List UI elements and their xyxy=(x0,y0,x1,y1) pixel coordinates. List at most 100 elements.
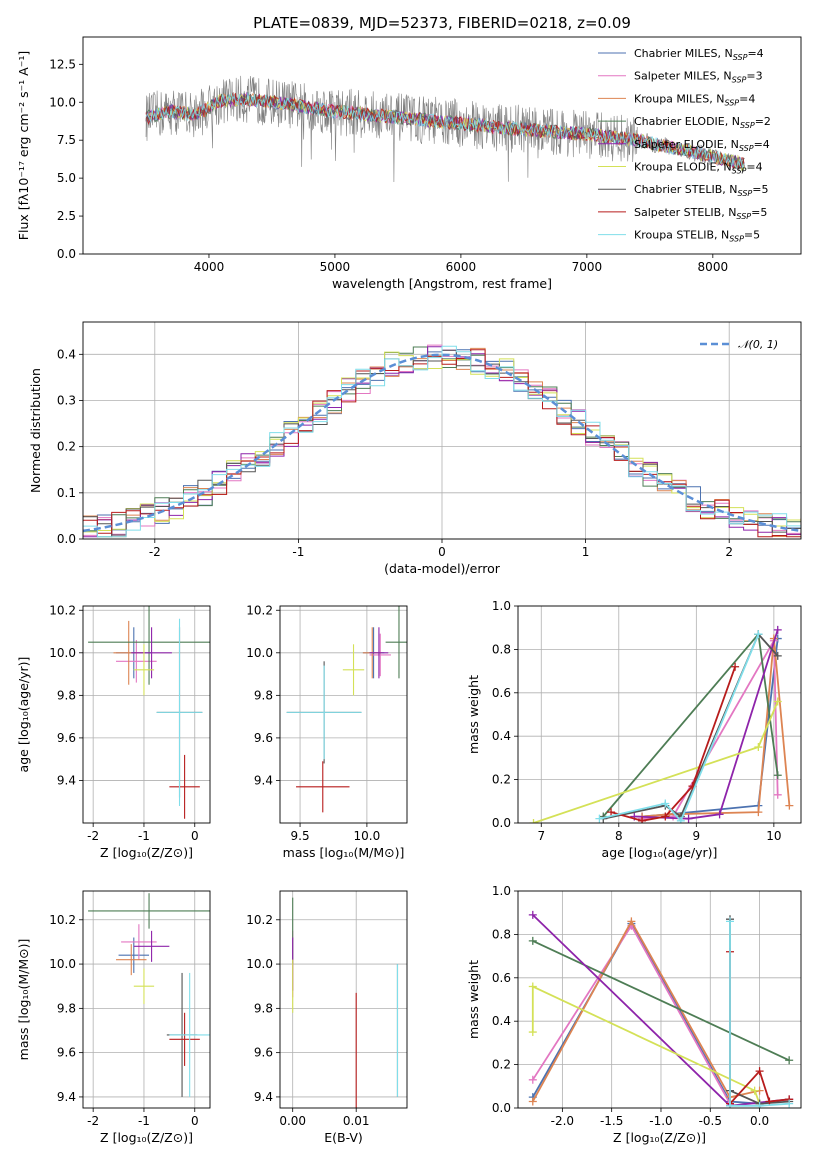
error-point-4 xyxy=(133,930,170,962)
y-tick-label: 12.5 xyxy=(49,57,76,71)
error-point-2 xyxy=(116,944,147,976)
weight-line-8 xyxy=(729,921,790,1107)
y-tick-label: 0.0 xyxy=(57,532,76,546)
error-point-1 xyxy=(121,924,157,960)
weight-marker xyxy=(754,630,763,639)
x-tick-label: 9 xyxy=(693,829,701,843)
axes-frame xyxy=(279,890,408,1109)
observed-spectrum xyxy=(145,75,745,183)
y-tick-label: 0.2 xyxy=(492,773,511,787)
axes-frame xyxy=(82,36,802,255)
y-tick-label: 0.4 xyxy=(57,347,76,361)
x-tick-label: 0.01 xyxy=(343,1114,370,1128)
weight-marker xyxy=(785,1056,794,1065)
x-tick-label: 9.5 xyxy=(291,829,310,843)
axes-frame xyxy=(82,890,211,1109)
x-tick-label: 10 xyxy=(766,829,781,843)
axes-frame xyxy=(517,890,802,1109)
weight-marker xyxy=(726,1101,735,1108)
x-tick-label: 8000 xyxy=(698,260,729,274)
y-axis-label: Normed distribution xyxy=(28,368,43,493)
y-axis-label: Flux [fλ10⁻¹⁷ erg cm⁻² s⁻¹ A⁻¹] xyxy=(16,51,31,240)
weight-marker xyxy=(785,801,794,810)
y-tick-label: 9.6 xyxy=(254,731,273,745)
x-tick-label: -2.0 xyxy=(551,1114,574,1128)
y-tick-label: 9.6 xyxy=(57,731,76,745)
chart-5: -2 -1 0 9.4 9.6 9.8 10.0 10.2 Z [log₁₀(Z/Z⊙)] mas… xyxy=(16,890,211,1145)
y-tick-label: 0.4 xyxy=(492,1014,511,1028)
chart-7: -2.0 -1.5 -1.0 -0.5 0.0 0.0 0.2 0.4 0.6 0.8 1.0 Z [… xyxy=(466,884,802,1145)
weight-marker xyxy=(773,651,782,660)
y-tick-label: 10.2 xyxy=(246,603,273,617)
y-tick-label: 10.2 xyxy=(246,913,273,927)
y-tick-label: 1.0 xyxy=(492,599,511,613)
y-tick-label: 0.0 xyxy=(492,816,511,830)
plot-area xyxy=(88,893,210,1097)
x-tick-label: 0 xyxy=(191,1114,199,1128)
plot-area xyxy=(528,910,794,1108)
plot-area xyxy=(286,606,407,813)
legend: Chabrier MILES, NSSP=4 Salpeter MILES, NS… xyxy=(598,47,771,244)
error-point-0 xyxy=(118,937,150,973)
weight-marker xyxy=(773,771,782,780)
x-tick-label: -1.5 xyxy=(600,1114,623,1128)
x-tick-label: 1 xyxy=(582,545,590,559)
chart-1: -2 -1 0 1 2 0.0 0.1 0.2 0.3 0.4 (data-model)/error… xyxy=(28,321,802,576)
weight-marker xyxy=(528,936,537,945)
y-tick-label: 0.2 xyxy=(57,440,76,454)
y-tick-label: 9.4 xyxy=(254,1090,273,1104)
y-tick-label: 10.0 xyxy=(49,957,76,971)
y-tick-label: 0.8 xyxy=(492,642,511,656)
x-tick-label: 0.0 xyxy=(750,1114,769,1128)
y-tick-label: 10.0 xyxy=(246,957,273,971)
error-point-8 xyxy=(169,972,210,1097)
legend-entry: Kroupa ELODIE, NSSP=4 xyxy=(634,161,763,176)
axes-frame xyxy=(82,321,802,540)
y-tick-label: 9.4 xyxy=(57,773,76,787)
x-axis-label: Z [log₁₀(Z/Z⊙)] xyxy=(100,1130,193,1145)
chart-2: -2 -1 0 9.4 9.6 9.8 10.0 10.2 Z [log₁₀(Z/Z⊙)] age… xyxy=(16,603,211,860)
error-point-5 xyxy=(133,968,155,1004)
y-tick-label: 0.0 xyxy=(57,247,76,261)
weight-marker xyxy=(529,819,538,823)
axes-frame xyxy=(517,605,802,824)
weight-marker xyxy=(773,625,782,634)
error-point-3 xyxy=(88,606,210,685)
x-tick-label: -1 xyxy=(138,829,150,843)
y-tick-label: 0.2 xyxy=(492,1058,511,1072)
y-tick-label: 9.8 xyxy=(254,688,273,702)
chart-4: 7 8 9 10 0.0 0.2 0.4 0.6 0.8 1.0 age [log₁₀(age/yr… xyxy=(466,599,802,860)
weight-marker xyxy=(661,799,670,808)
y-tick-label: 10.0 xyxy=(49,646,76,660)
weight-marker xyxy=(627,917,636,926)
x-tick-label: 7 xyxy=(537,829,545,843)
model-line-8 xyxy=(145,92,745,171)
x-tick-label: 4000 xyxy=(194,260,225,274)
plot-area xyxy=(529,625,794,823)
x-axis-label: mass [log₁₀(M/M⊙)] xyxy=(283,845,405,860)
weight-marker xyxy=(528,1028,537,1037)
y-tick-label: 9.4 xyxy=(57,1090,76,1104)
x-tick-label: -0.5 xyxy=(699,1114,722,1128)
x-tick-label: -2 xyxy=(87,829,99,843)
axes-frame xyxy=(279,605,408,824)
x-tick-label: 5000 xyxy=(320,260,351,274)
x-tick-label: -2 xyxy=(87,1114,99,1128)
error-point-8 xyxy=(286,665,362,760)
y-tick-label: 7.5 xyxy=(57,133,76,147)
error-point-5 xyxy=(342,644,365,696)
weight-marker xyxy=(750,1086,759,1095)
axes-frame xyxy=(82,605,211,824)
plot-area xyxy=(145,75,745,183)
weight-marker xyxy=(528,910,537,919)
y-tick-label: 0.1 xyxy=(57,486,76,500)
weight-marker xyxy=(661,812,670,821)
y-tick-label: 0.0 xyxy=(492,1101,511,1115)
plot-area xyxy=(83,344,801,538)
y-tick-label: 10.0 xyxy=(246,646,273,660)
weight-marker xyxy=(715,810,724,819)
weight-line-5 xyxy=(531,985,761,1105)
weight-marker xyxy=(731,662,740,671)
weight-marker xyxy=(528,982,537,991)
y-tick-label: 0.6 xyxy=(492,971,511,985)
